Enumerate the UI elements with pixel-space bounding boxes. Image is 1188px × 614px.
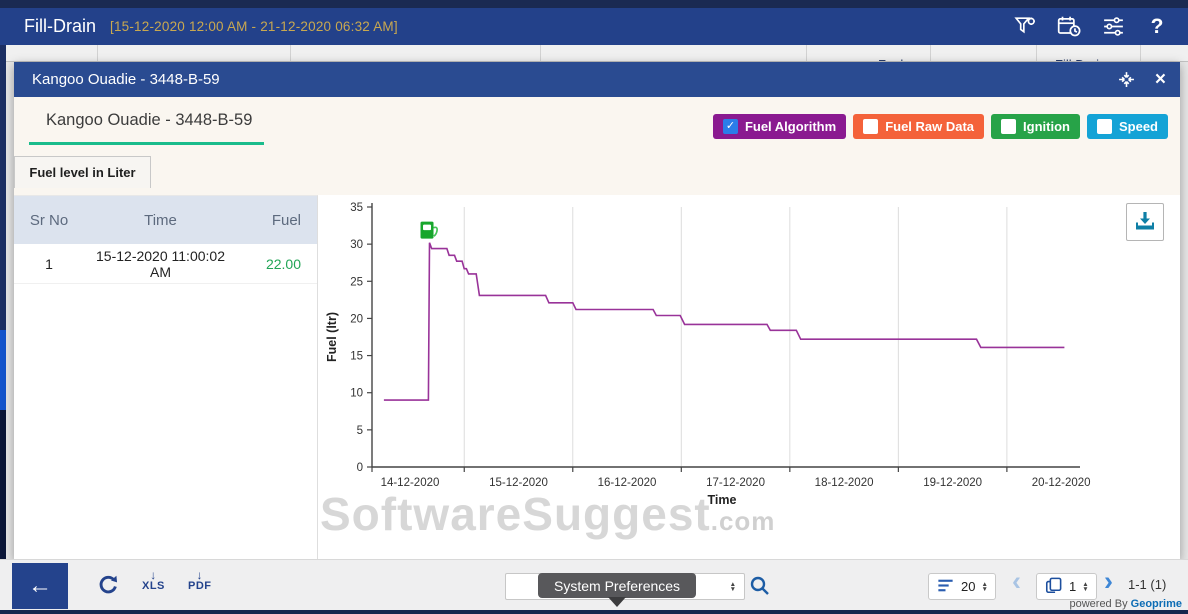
svg-text:Time: Time bbox=[708, 493, 737, 507]
svg-text:30: 30 bbox=[350, 239, 363, 251]
fuel-chart-panel: 0 5 10 15 20 25 30 35 14-12-2020 15-12-2020 16-12-… bbox=[318, 195, 1180, 559]
watermark: SoftwareSuggest.com bbox=[320, 488, 776, 540]
spinner-icon: ▲ ▼ bbox=[1082, 580, 1089, 593]
pagination-range: 1-1 (1) bbox=[1128, 577, 1167, 592]
fuel-pump-icon bbox=[420, 221, 438, 239]
column-header-srno: Sr No bbox=[29, 211, 69, 229]
modal-body: Kangoo Ouadie - 3448-B-59 ✓ Fuel Algorit… bbox=[14, 97, 1180, 559]
legend-ignition-button[interactable]: Ignition bbox=[991, 114, 1080, 139]
left-panel-edge-highlight bbox=[0, 330, 6, 410]
page-number-value: 1 bbox=[1069, 579, 1077, 594]
svg-text:0: 0 bbox=[357, 462, 363, 474]
cell-srno: 1 bbox=[45, 255, 53, 272]
vehicle-title: Kangoo Ouadie - 3448-B-59 bbox=[46, 111, 253, 129]
svg-text:5: 5 bbox=[357, 425, 363, 437]
svg-text:20: 20 bbox=[350, 313, 363, 325]
page-number-selector[interactable]: 1 ▲ ▼ bbox=[1036, 573, 1097, 600]
column-header-fuel: Fuel bbox=[271, 211, 301, 229]
checkbox-unchecked-icon bbox=[1096, 119, 1112, 134]
header-actions: ? bbox=[1012, 14, 1170, 40]
bg-column-header-partial: Fuel bbox=[878, 45, 903, 61]
app-header: Fill-Drain [15-12-2020 12:00 AM - 21-12-… bbox=[0, 8, 1188, 45]
tooltip-system-preferences: System Preferences bbox=[538, 573, 697, 598]
svg-text:19-12-2020: 19-12-2020 bbox=[923, 477, 982, 489]
legend-label: Speed bbox=[1118, 119, 1158, 134]
spinner-icon: ▲ ▼ bbox=[729, 580, 736, 593]
fill-events-table: Sr No Time Fuel 1 15-12-2020 11:00:02 AM… bbox=[14, 195, 318, 559]
modal-title: Kangoo Ouadie - 3448-B-59 bbox=[32, 71, 220, 88]
back-button[interactable]: ← bbox=[12, 563, 68, 609]
checkbox-unchecked-icon bbox=[1001, 119, 1017, 134]
report-date-range: [15-12-2020 12:00 AM - 21-12-2020 06:32 … bbox=[110, 19, 398, 34]
filter-gear-icon[interactable] bbox=[1012, 14, 1038, 40]
spinner-icon: ▲ ▼ bbox=[981, 580, 988, 593]
close-icon[interactable]: × bbox=[1154, 69, 1166, 90]
svg-text:15-12-2020: 15-12-2020 bbox=[489, 477, 548, 489]
refresh-icon[interactable] bbox=[96, 573, 121, 603]
top-edge-strip bbox=[0, 0, 1188, 8]
page-title: Fill-Drain bbox=[24, 16, 96, 36]
checkbox-checked-icon: ✓ bbox=[722, 119, 738, 134]
bottom-toolbar: ← ↓ XLS ↓ PDF ▲ ▼ System Preferences bbox=[0, 559, 1188, 610]
pages-icon bbox=[1044, 576, 1063, 598]
checkbox-unchecked-icon bbox=[863, 119, 879, 134]
svg-text:18-12-2020: 18-12-2020 bbox=[815, 477, 874, 489]
cell-time: 15-12-2020 11:00:02 AM bbox=[96, 247, 225, 280]
vehicle-title-block: Kangoo Ouadie - 3448-B-59 bbox=[29, 111, 265, 145]
svg-text:25: 25 bbox=[350, 276, 363, 288]
svg-text:17-12-2020: 17-12-2020 bbox=[706, 477, 765, 489]
tab-fuel-level-in-liter[interactable]: Fuel level in Liter bbox=[14, 156, 151, 188]
next-page-icon[interactable]: › bbox=[1104, 566, 1113, 596]
svg-text:14-12-2020: 14-12-2020 bbox=[381, 477, 440, 489]
export-pdf-button[interactable]: ↓ PDF bbox=[188, 568, 212, 592]
left-panel-edge bbox=[0, 45, 6, 330]
legend-fuel-raw-data-button[interactable]: Fuel Raw Data bbox=[853, 114, 985, 139]
download-icon bbox=[1133, 209, 1157, 236]
back-arrow-icon: ← bbox=[28, 572, 52, 599]
search-icon[interactable] bbox=[748, 574, 772, 601]
svg-text:10: 10 bbox=[350, 388, 363, 400]
legend-speed-button[interactable]: Speed bbox=[1086, 114, 1168, 139]
cell-fuel-value: 22.00 bbox=[265, 255, 301, 272]
download-chart-button[interactable] bbox=[1126, 203, 1164, 241]
background-table-header: Fuel Fill Drain bbox=[0, 45, 1188, 62]
fuel-chart: 0 5 10 15 20 25 30 35 14-12-2020 15-12-2020 16-12-… bbox=[325, 202, 1091, 507]
help-icon[interactable]: ? bbox=[1150, 14, 1164, 38]
download-arrow-icon: ↓ bbox=[150, 568, 157, 582]
table-header-row: Sr No Time Fuel bbox=[14, 196, 317, 244]
brand-geoprime: Geoprime bbox=[1130, 598, 1182, 610]
vehicle-detail-modal: Kangoo Ouadie - 3448-B-59 × Kangoo Ouadi… bbox=[14, 62, 1180, 559]
chart-legend: ✓ Fuel Algorithm Fuel Raw Data Ignition … bbox=[712, 114, 1168, 139]
page-size-value: 20 bbox=[961, 579, 976, 594]
powered-by: powered By Geoprime bbox=[1069, 598, 1182, 610]
column-header-time: Time bbox=[144, 211, 177, 229]
bg-column-header-partial: Fill Drain bbox=[1055, 45, 1106, 61]
download-arrow-icon: ↓ bbox=[196, 568, 203, 582]
legend-label: Fuel Raw Data bbox=[885, 119, 975, 134]
modal-titlebar: Kangoo Ouadie - 3448-B-59 × bbox=[14, 62, 1180, 97]
legend-label: Fuel Algorithm bbox=[744, 119, 837, 134]
bottom-edge-strip bbox=[0, 610, 1188, 614]
table-row[interactable]: 1 15-12-2020 11:00:02 AM 22.00 bbox=[14, 244, 317, 284]
page-size-selector[interactable]: 20 ▲ ▼ bbox=[928, 573, 996, 600]
svg-text:15: 15 bbox=[350, 351, 363, 363]
rows-icon bbox=[936, 576, 955, 598]
legend-label: Ignition bbox=[1023, 119, 1070, 134]
export-xls-button[interactable]: ↓ XLS bbox=[142, 568, 165, 592]
svg-text:16-12-2020: 16-12-2020 bbox=[598, 477, 657, 489]
svg-text:Fuel (ltr): Fuel (ltr) bbox=[325, 312, 339, 362]
compress-icon[interactable] bbox=[1118, 71, 1135, 88]
sliders-settings-icon[interactable] bbox=[1100, 14, 1126, 40]
left-panel-edge-dark bbox=[0, 410, 6, 614]
svg-text:20-12-2020: 20-12-2020 bbox=[1032, 477, 1091, 489]
tooltip-tail bbox=[608, 597, 626, 607]
legend-fuel-algorithm-button[interactable]: ✓ Fuel Algorithm bbox=[712, 114, 847, 139]
svg-text:35: 35 bbox=[350, 202, 363, 214]
prev-page-icon[interactable]: ‹ bbox=[1012, 566, 1021, 596]
calendar-clock-icon[interactable] bbox=[1056, 14, 1082, 40]
